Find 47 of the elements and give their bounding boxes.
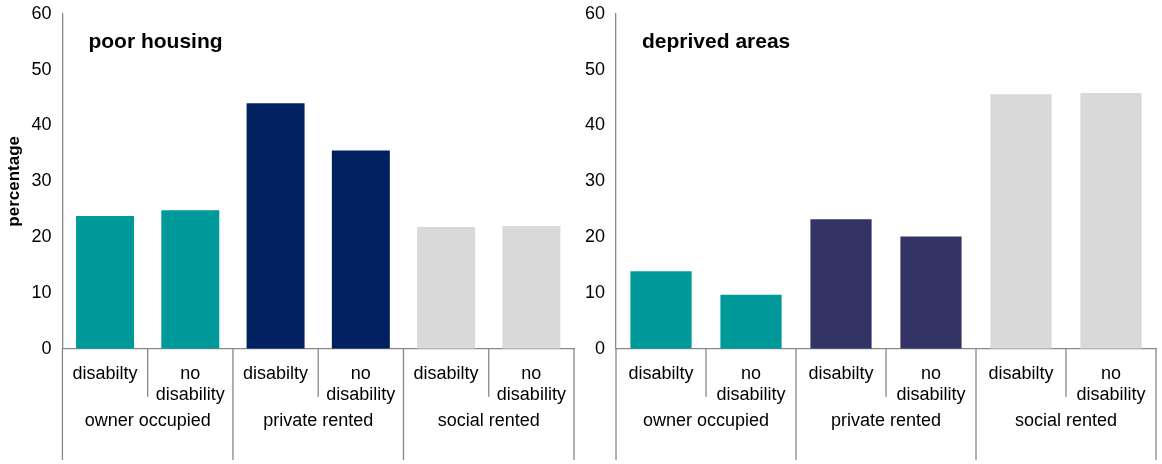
text: social rented [437, 409, 540, 430]
bar [417, 227, 476, 349]
x-tick-label: no disability [155, 362, 225, 405]
y-tick-label: 50 [584, 58, 606, 79]
text: private rented [263, 409, 374, 430]
y-tick-label: 60 [31, 2, 52, 23]
x-tick-label: no disability [1076, 362, 1146, 405]
y-tick-label: 40 [31, 114, 52, 135]
x-tick-label: disabilty [628, 362, 694, 383]
bar [810, 219, 872, 349]
y-tick-label: 20 [584, 226, 606, 247]
y-tick-label: 0 [595, 337, 606, 358]
x-tick-label: no disability [326, 362, 396, 405]
y-tick-label: 40 [584, 114, 606, 135]
y-tick-label: 10 [584, 281, 606, 302]
text: owner occupied [84, 409, 211, 430]
x-tick-label: no disability [896, 362, 966, 405]
text: owner occupied [642, 409, 770, 430]
bar [990, 94, 1052, 349]
text: private rented [830, 409, 942, 430]
bar [900, 236, 962, 349]
bar [502, 225, 561, 349]
bar [246, 103, 305, 349]
x-tick-label: no disability [496, 362, 566, 405]
x-tick-label: no disability [716, 362, 786, 405]
y-tick-label: 30 [584, 170, 606, 191]
x-tick-label: disabilty [988, 362, 1054, 383]
x-tick-label: disabilty [243, 362, 309, 383]
x-tick-label: disabilty [808, 362, 874, 383]
y-tick-label: 20 [31, 226, 52, 247]
text: poor housing [88, 28, 223, 52]
bar [1080, 93, 1142, 349]
y-tick-label: 60 [584, 2, 606, 23]
bar [331, 150, 390, 349]
y-tick-label: 0 [41, 337, 52, 358]
y-tick-label: 50 [31, 58, 52, 79]
bar [630, 271, 692, 349]
bar [161, 210, 220, 349]
y-tick-label: 10 [31, 281, 52, 302]
x-tick-label: disabilty [72, 362, 138, 383]
y-tick-label: 30 [31, 170, 52, 191]
x-tick-label: disabilty [413, 362, 479, 383]
bar [76, 215, 135, 349]
bar [720, 294, 782, 349]
y-axis-title: percentage [3, 135, 23, 227]
text: deprived areas [642, 28, 791, 52]
text: social rented [1014, 409, 1118, 430]
